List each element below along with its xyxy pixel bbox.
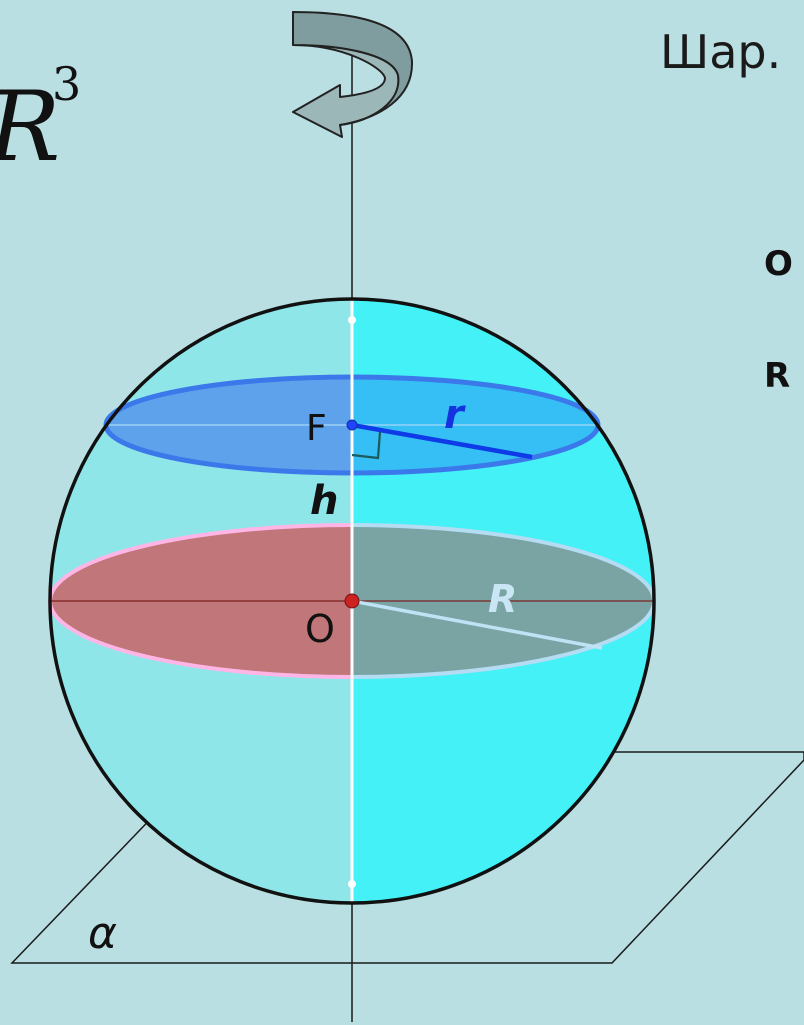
rotation-arrow-icon [292,11,414,138]
point-O [344,593,360,609]
side-label-r: R [764,356,790,396]
label-plane-alpha: α [88,908,117,959]
title: Шар. [660,25,781,79]
chord-top-dot [348,316,356,324]
formula-exponent: 3 [52,57,81,111]
label-point-O: O [305,607,335,651]
chord-bottom-dot [348,880,356,888]
label-height: h [310,478,338,524]
label-big-radius: R [488,577,517,621]
formula-fragment: R 3 [0,57,81,183]
sphere-outline [48,297,656,905]
right-angle-mark [351,431,382,460]
point-F [346,419,358,431]
big-cross-section [48,523,656,679]
label-small-radius: r [444,392,466,438]
formula-variable: R [0,71,60,183]
segment-big-radius [351,599,603,650]
label-point-F: F [306,408,327,449]
side-label-o: O [764,244,793,284]
segment-small-radius [351,422,533,460]
plane-alpha [10,751,804,964]
